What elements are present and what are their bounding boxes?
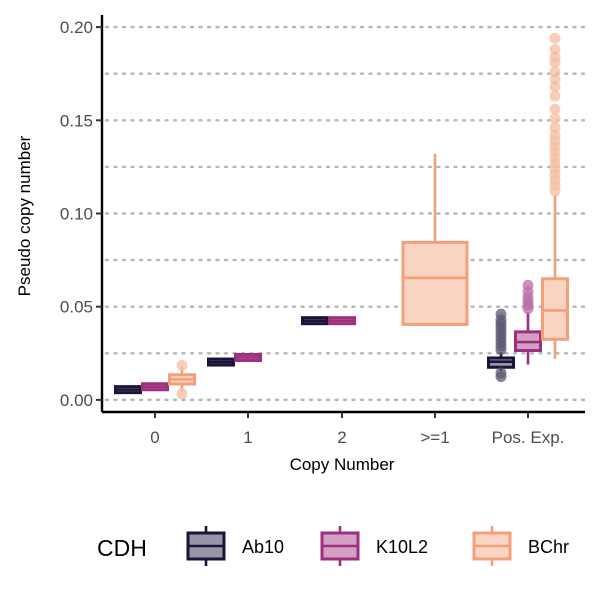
box-K10L2-1 [234, 352, 262, 362]
legend: CDH Ab10 K10L2 BChr [97, 526, 569, 566]
legend-keys: Ab10 K10L2 BChr [186, 526, 569, 566]
box-Ab10-Pos. Exp. [487, 308, 515, 383]
y-tick-label: 0.15 [60, 111, 93, 130]
outlier-point [176, 359, 188, 371]
box-K10L2-Pos. Exp. [514, 279, 542, 365]
outlier-point [549, 66, 561, 78]
boxes-layer [114, 32, 569, 400]
outlier-point [522, 279, 534, 291]
legend-title: CDH [97, 535, 147, 561]
x-ticks: 0 1 2 >=1 Pos. Exp. [150, 412, 564, 447]
x-tick-label: 0 [150, 428, 159, 447]
legend-item-Ab10: Ab10 [186, 526, 284, 566]
box-BChr-Pos. Exp. [541, 32, 569, 359]
box-K10L2-2 [328, 316, 356, 326]
legend-label-Ab10: Ab10 [242, 537, 284, 557]
outlier-point [495, 367, 507, 379]
x-tick-label: 1 [243, 428, 252, 447]
y-tick-label: 0.10 [60, 205, 93, 224]
y-axis-title: Pseudo copy number [15, 135, 34, 296]
x-tick-label: 2 [337, 428, 346, 447]
box-BChr->=1 [401, 153, 469, 326]
box-K10L2-0 [141, 382, 169, 392]
y-tick-label: 0.00 [60, 391, 93, 410]
box-Ab10-0 [114, 385, 142, 395]
box-body [401, 240, 469, 326]
outlier-point [176, 388, 188, 400]
box-Ab10-2 [301, 316, 329, 326]
x-tick-label: Pos. Exp. [492, 428, 565, 447]
y-tick-label: 0.05 [60, 298, 93, 317]
x-axis-title: Copy Number [290, 455, 395, 474]
outlier-point [549, 122, 561, 134]
x-tick-label: >=1 [420, 428, 449, 447]
outlier-point [549, 43, 561, 55]
outlier-point [549, 112, 561, 124]
outlier-point [495, 308, 507, 320]
box-Ab10-1 [207, 357, 235, 367]
legend-label-BChr: BChr [528, 537, 569, 557]
box-BChr-0 [168, 359, 196, 400]
outlier-point [549, 103, 561, 115]
y-tick-label: 0.20 [60, 18, 93, 37]
outlier-point [549, 32, 561, 44]
legend-label-K10L2: K10L2 [376, 537, 428, 557]
box-body [541, 277, 569, 341]
gridlines [104, 25, 587, 402]
outlier-point [549, 90, 561, 102]
legend-item-BChr: BChr [472, 526, 569, 566]
legend-item-K10L2: K10L2 [320, 526, 428, 566]
y-ticks: 0.00 0.05 0.10 0.15 0.20 [60, 18, 102, 410]
